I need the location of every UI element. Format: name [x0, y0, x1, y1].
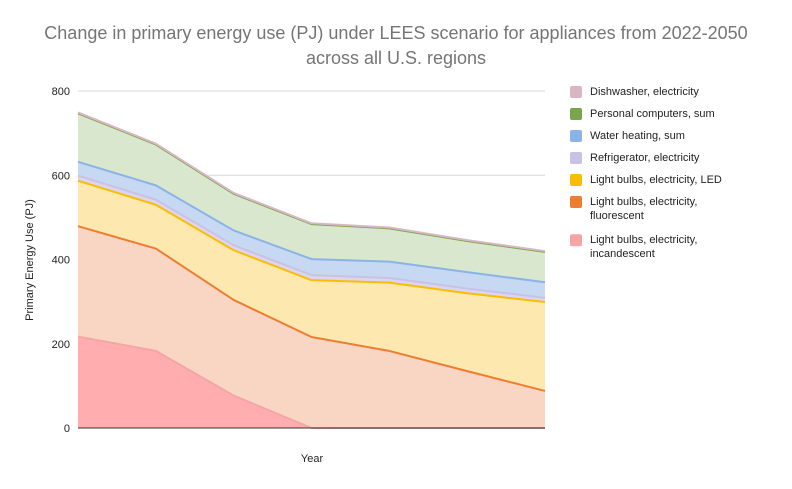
area-refrigerator-electricity: [78, 175, 545, 303]
legend-swatch: [570, 174, 582, 186]
legend-label: Light bulbs, electricity, LED: [590, 174, 722, 186]
legend-item: Dishwasher, electricity: [570, 86, 699, 98]
line-light-bulbs-electricity-fluorescent: [77, 225, 546, 392]
area-light-bulbs-electricity-incandescent: [78, 336, 545, 428]
x-axis-label: Year: [301, 453, 324, 465]
legend-swatch: [570, 108, 582, 120]
legend-item: Water heating, sum: [570, 130, 685, 142]
legend-label: fluorescent: [590, 210, 644, 222]
y-tick-label: 400: [52, 255, 70, 267]
legend-item: Light bulbs, electricity, incandescent: [570, 234, 697, 260]
area-light-bulbs-electricity-led: [78, 180, 545, 391]
legend-label: Dishwasher, electricity: [590, 86, 699, 98]
legend-swatch: [570, 130, 582, 142]
chart-title: Change in primary energy use (PJ) under …: [44, 23, 747, 68]
y-tick-label: 800: [52, 86, 70, 98]
legend-item: Personal computers, sum: [570, 108, 715, 120]
legend-item: Refrigerator, electricity: [570, 152, 700, 164]
area-personal-computers-sum: [78, 113, 545, 283]
line-refrigerator-electricity: [77, 174, 546, 299]
legend-swatch: [570, 196, 582, 208]
y-axis-ticks: 0 200 400 600 800: [52, 86, 70, 435]
line-dishwasher-electricity: [77, 111, 546, 253]
y-tick-label: 200: [52, 339, 70, 351]
legend-label: Refrigerator, electricity: [590, 152, 700, 164]
chart-title-line-1: Change in primary energy use (PJ) under …: [44, 23, 747, 43]
legend-swatch: [570, 234, 582, 247]
area-water-heating-sum: [78, 161, 545, 298]
legend-label: Light bulbs, electricity,: [590, 196, 697, 208]
stacked-areas: [78, 112, 545, 428]
y-axis-label: Primary Energy Use (PJ): [24, 199, 36, 321]
area-light-bulbs-electricity-fluorescent: [78, 226, 545, 428]
legend-swatch: [570, 86, 582, 98]
line-light-bulbs-electricity-led: [77, 179, 546, 304]
legend-item: Light bulbs, electricity, LED: [570, 174, 722, 186]
legend-label: incandescent: [590, 248, 655, 260]
legend: Dishwasher, electricity Personal computer…: [570, 86, 722, 260]
y-tick-label: 600: [52, 170, 70, 182]
legend-item: Light bulbs, electricity, fluorescent: [570, 196, 697, 222]
legend-label: Light bulbs, electricity,: [590, 234, 697, 246]
legend-swatch: [570, 152, 582, 164]
legend-label: Water heating, sum: [590, 130, 685, 142]
line-water-heating-sum: [77, 160, 546, 284]
y-tick-label: 0: [64, 423, 70, 435]
chart-title-line-2: across all U.S. regions: [306, 48, 486, 68]
legend-label: Personal computers, sum: [590, 108, 715, 120]
